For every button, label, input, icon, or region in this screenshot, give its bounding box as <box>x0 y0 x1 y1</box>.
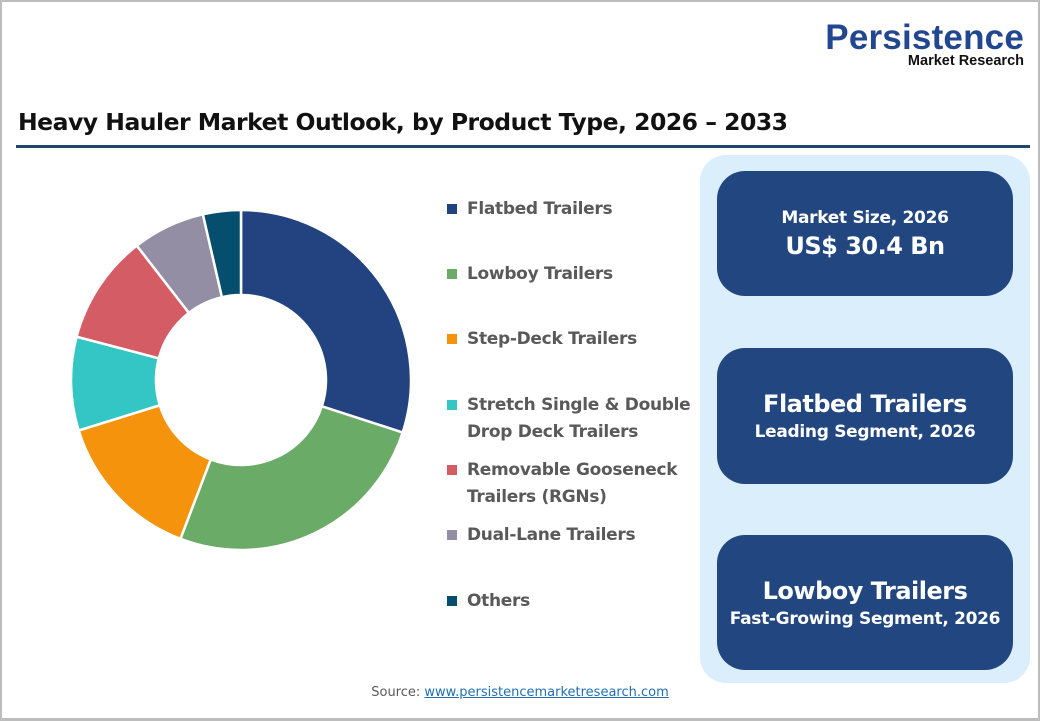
source-note: Source: www.persistencemarketresearch.co… <box>0 685 1040 700</box>
legend-item-step-deck: Step-Deck Trailers <box>447 326 637 353</box>
legend-item-others: Others <box>447 588 530 615</box>
legend-item-lowboy: Lowboy Trailers <box>447 261 613 288</box>
source-label: Source: <box>371 685 421 700</box>
legend-label: Dual-Lane Trailers <box>467 525 636 545</box>
leading-segment-label: Leading Segment, 2026 <box>754 422 976 442</box>
legend-item-stretch-drop-deck: Stretch Single & Double Drop Deck Traile… <box>447 392 691 446</box>
donut-slices <box>69 208 413 552</box>
legend-swatch-icon <box>447 334 457 344</box>
legend-label: Removable Gooseneck Trailers (RGNs) <box>467 460 678 507</box>
donut-slice-flatbed-trailers <box>239 208 413 435</box>
leading-segment-name: Flatbed Trailers <box>763 390 967 418</box>
legend-item-dual-lane: Dual-Lane Trailers <box>447 522 636 549</box>
source-link[interactable]: www.persistencemarketresearch.com <box>424 685 669 700</box>
market-size-label: Market Size, 2026 <box>781 207 949 228</box>
fast-growing-segment-label: Fast-Growing Segment, 2026 <box>729 608 1001 629</box>
logo-wordmark: Persistence <box>825 18 1024 57</box>
logo-subtitle: Market Research <box>907 53 1024 69</box>
legend-swatch-icon <box>447 269 457 279</box>
market-size-value: US$ 30.4 Bn <box>785 231 945 260</box>
donut-slice-others <box>201 208 243 299</box>
title-underline <box>16 145 1030 148</box>
legend-item-rgn: Removable Gooseneck Trailers (RGNs) <box>447 457 678 511</box>
fast-growing-segment-name: Lowboy Trailers <box>762 576 968 605</box>
donut-chart <box>69 208 413 552</box>
legend-item-flatbed: Flatbed Trailers <box>447 196 613 223</box>
chart-title: Heavy Hauler Market Outlook, by Product … <box>18 108 788 136</box>
legend-swatch-icon <box>447 530 457 540</box>
market-size-card: Market Size, 2026 US$ 30.4 Bn <box>717 171 1013 296</box>
legend-label: Flatbed Trailers <box>467 199 613 219</box>
fast-growing-segment-card: Lowboy Trailers Fast-Growing Segment, 20… <box>717 535 1013 670</box>
legend-swatch-icon <box>447 204 457 214</box>
legend-label: Stretch Single & Double Drop Deck Traile… <box>467 395 691 442</box>
legend-label: Others <box>467 591 530 611</box>
legend-swatch-icon <box>447 465 457 475</box>
highlights-panel: Market Size, 2026 US$ 30.4 Bn Flatbed Tr… <box>700 155 1030 683</box>
donut-slice-lowboy-trailers <box>178 404 405 552</box>
leading-segment-card: Flatbed Trailers Leading Segment, 2026 <box>717 348 1013 484</box>
legend-swatch-icon <box>447 400 457 410</box>
legend-swatch-icon <box>447 596 457 606</box>
brand-logo: Persistence Market Research <box>825 20 1024 69</box>
legend-label: Lowboy Trailers <box>467 264 613 284</box>
legend-label: Step-Deck Trailers <box>467 329 637 349</box>
